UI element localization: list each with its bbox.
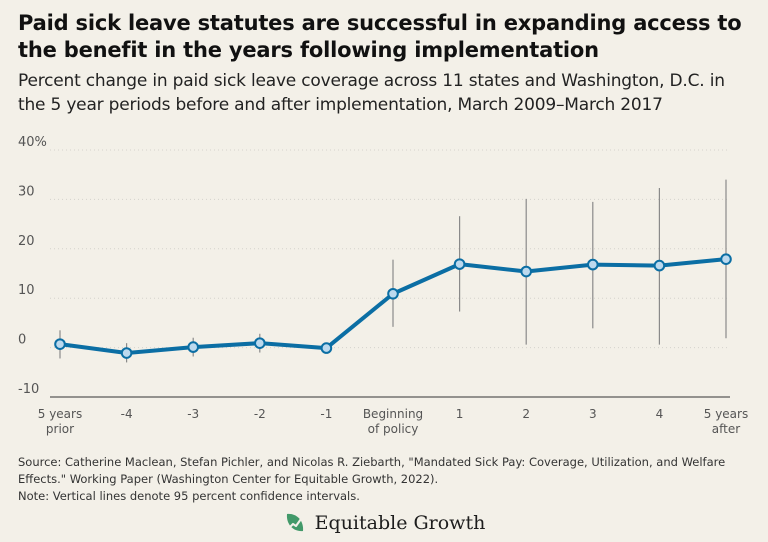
x-tick-label: 5 years after (704, 407, 748, 436)
y-tick-label: -10 (18, 382, 39, 397)
x-tick-label: -1 (320, 407, 332, 421)
chart-subtitle: Percent change in paid sick leave covera… (18, 71, 725, 115)
data-point (720, 253, 732, 265)
x-tick-label: Beginning of policy (363, 407, 423, 436)
source-note: Source: Catherine Maclean, Stefan Pichle… (18, 455, 726, 486)
x-tick-label: 5 years prior (38, 407, 82, 436)
equitable-growth-logo: Equitable Growth (0, 506, 768, 540)
x-tick-label: 4 (656, 407, 664, 421)
x-tick-label: -4 (121, 407, 133, 421)
data-point (120, 347, 133, 359)
data-point (520, 265, 533, 278)
equitable-growth-wordmark: Equitable Growth (314, 512, 486, 534)
data-point (587, 258, 599, 271)
data-point (320, 342, 333, 354)
data-point (453, 258, 466, 270)
data-point (54, 338, 66, 350)
line-chart-leaf-icon (283, 511, 307, 535)
data-point (387, 287, 399, 300)
y-tick-label: 0 (18, 333, 26, 348)
x-tick-label: -3 (187, 407, 199, 421)
x-tick-label: -2 (254, 407, 266, 421)
x-tick-label: 3 (589, 407, 597, 421)
x-tick-label: 2 (522, 407, 530, 421)
y-tick-label: 40% (18, 135, 47, 150)
data-point (653, 259, 666, 272)
chart-title: Paid sick leave statutes are successful … (18, 11, 742, 62)
data-point (253, 337, 266, 349)
y-tick-label: 10 (18, 283, 35, 298)
confidence-interval-note: Note: Vertical lines denote 95 percent c… (18, 489, 360, 503)
y-tick-label: 20 (18, 234, 35, 249)
x-tick-label: 1 (456, 407, 464, 421)
y-tick-label: 30 (18, 184, 35, 199)
data-point (187, 341, 199, 353)
